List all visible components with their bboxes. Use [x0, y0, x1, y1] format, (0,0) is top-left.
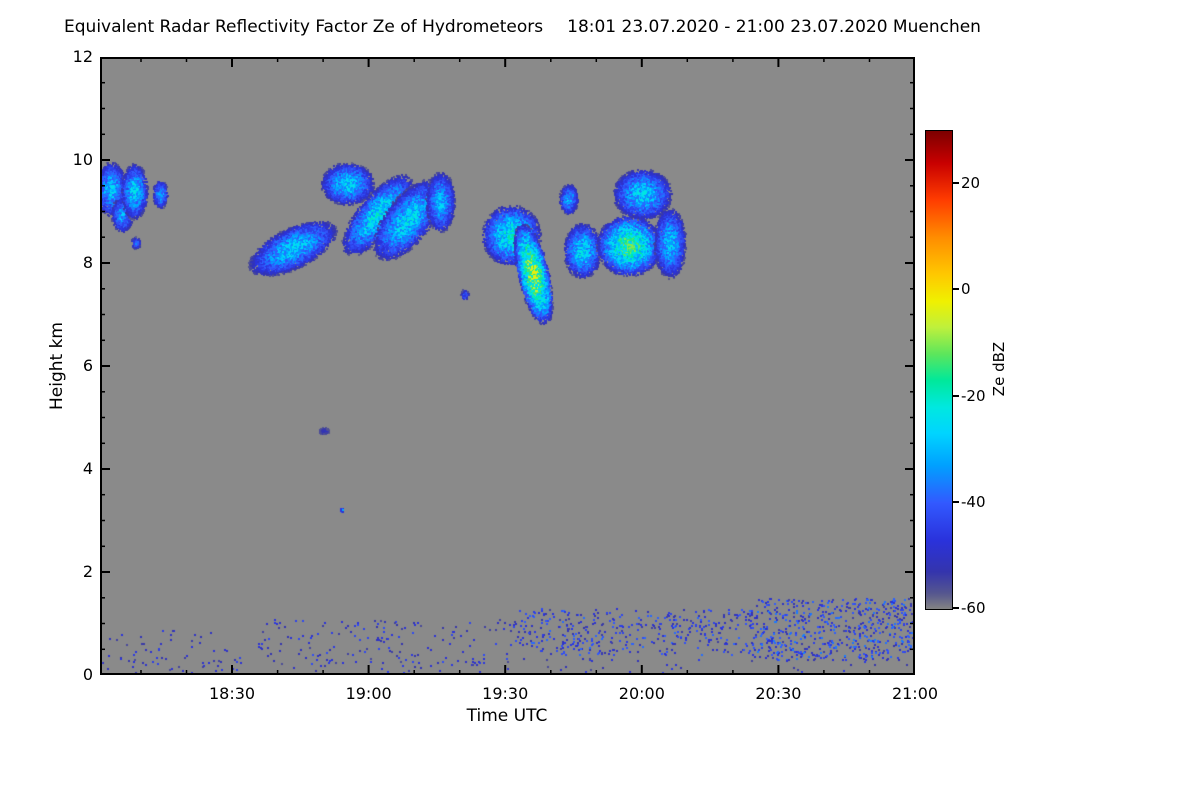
- y-tick-label: 10: [72, 150, 93, 169]
- colorbar-tick-label: 0: [961, 280, 971, 299]
- colorbar-title: Ze dBZ: [990, 341, 1008, 397]
- colorbar-tick: [953, 288, 959, 291]
- colorbar-tick-label: -20: [961, 386, 986, 405]
- colorbar-tick: [953, 182, 959, 185]
- colorbar-tick-label: -60: [961, 599, 986, 617]
- y-tick-label: 0: [82, 665, 93, 684]
- y-tick-label: 8: [82, 253, 93, 272]
- x-tick-label: 20:30: [755, 684, 802, 703]
- y-tick-label: 6: [82, 356, 93, 375]
- x-tick-label: 21:00: [891, 684, 939, 703]
- reflectivity-heatmap-canvas: [100, 57, 915, 675]
- y-tick-label: 12: [72, 47, 93, 66]
- plot-area: [100, 57, 915, 675]
- x-tick-label: 19:00: [345, 684, 392, 703]
- colorbar-tick-label: -40: [961, 492, 986, 511]
- colorbar-tick: [953, 607, 959, 609]
- x-tick-label: 19:30: [482, 684, 529, 703]
- colorbar-tick-label: 20: [961, 174, 981, 193]
- plot-frame-and-ticks: [100, 57, 915, 675]
- colorbar-gradient: [925, 130, 953, 610]
- colorbar-tick: [953, 500, 959, 503]
- y-tick-label: 2: [82, 562, 93, 581]
- x-tick-label: 18:30: [208, 684, 256, 703]
- chart-title-main: Equivalent Radar Reflectivity Factor Ze …: [64, 17, 544, 37]
- chart-title-daterange: 18:01 23.07.2020 - 21:00 23.07.2020 Muen…: [567, 17, 981, 37]
- chart-title: Equivalent Radar Reflectivity Factor Ze …: [0, 17, 1045, 37]
- colorbar-tick: [953, 394, 959, 397]
- x-axis-title: Time UTC: [466, 706, 548, 726]
- y-tick-label: 4: [82, 459, 93, 478]
- x-tick-label: 20:00: [618, 684, 665, 703]
